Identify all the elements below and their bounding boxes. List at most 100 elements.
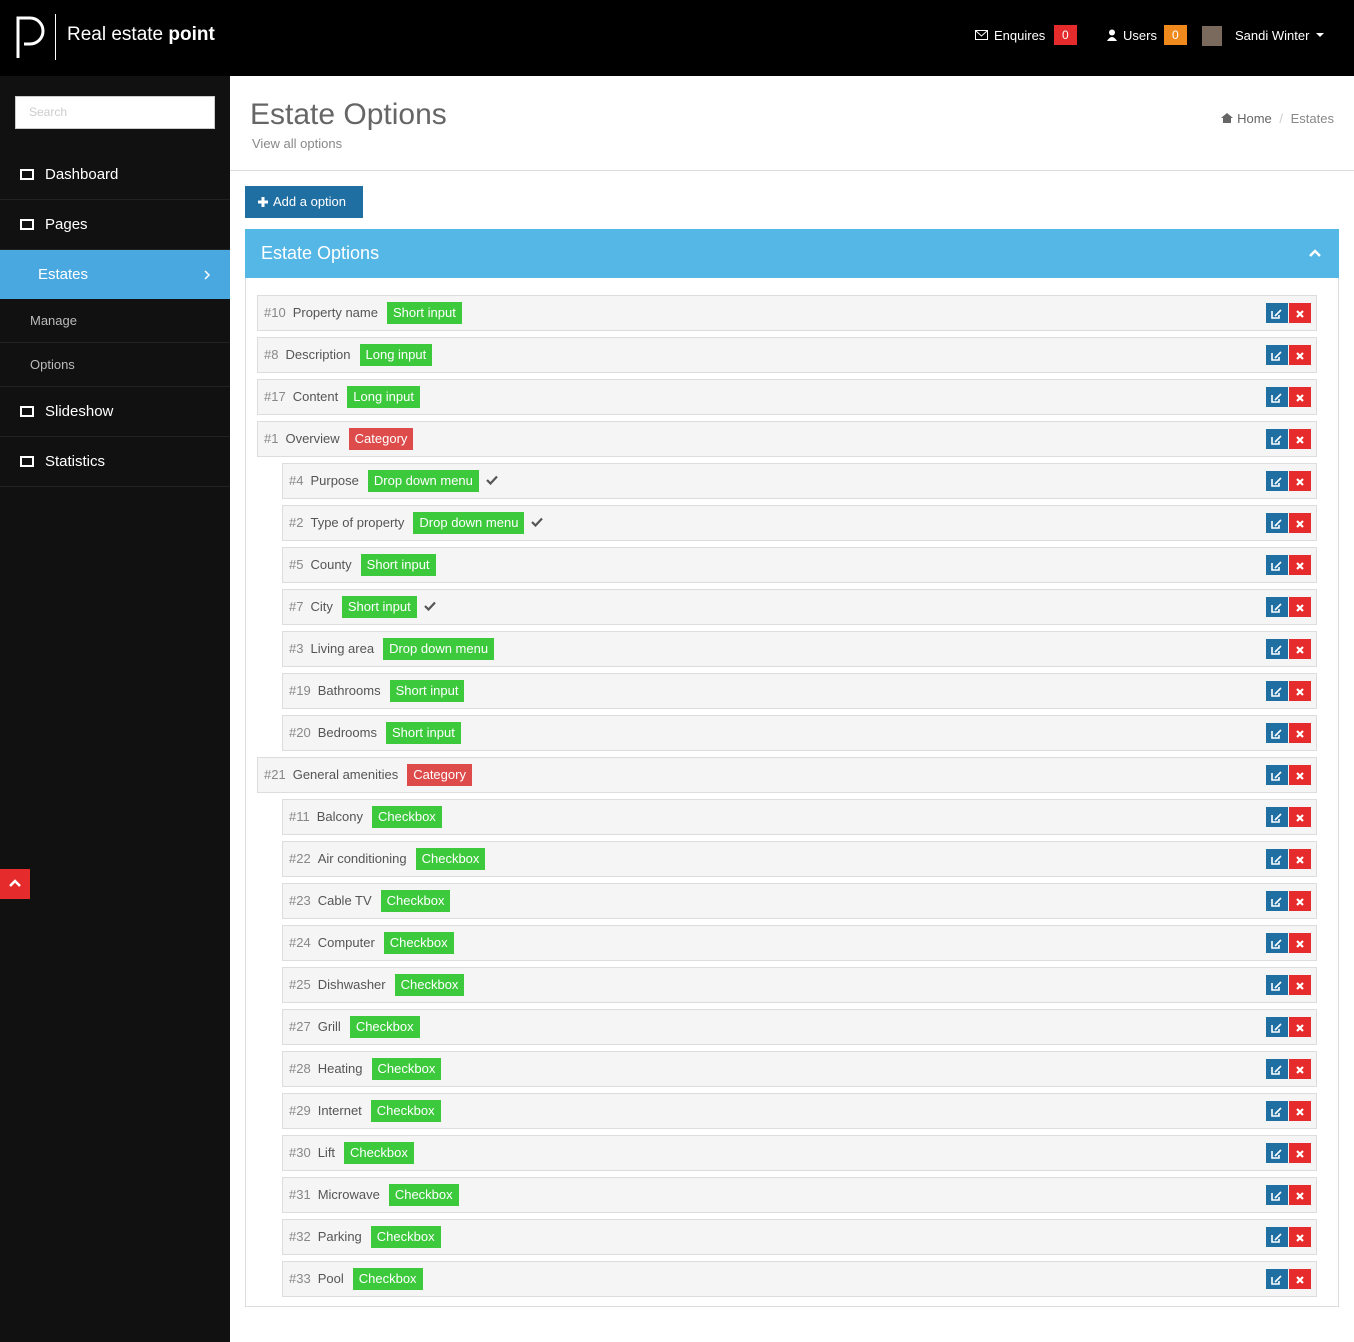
delete-button[interactable] (1289, 1227, 1311, 1247)
option-id: #25 (289, 977, 311, 992)
edit-button[interactable] (1266, 1185, 1288, 1205)
delete-shape (1296, 520, 1304, 528)
delete-button[interactable] (1289, 387, 1311, 407)
edit-shape (1271, 309, 1282, 319)
edit-button[interactable] (1266, 429, 1288, 449)
option-name: Type of property (310, 515, 405, 530)
edit-button[interactable] (1266, 1227, 1288, 1247)
edit-button[interactable] (1266, 639, 1288, 659)
delete-button[interactable] (1289, 1017, 1311, 1037)
edit-button[interactable] (1266, 891, 1288, 911)
menu-item[interactable]: Dashboard (0, 150, 230, 200)
check-icon (486, 475, 498, 486)
menu-item[interactable]: Statistics (0, 437, 230, 487)
edit-button[interactable] (1266, 1143, 1288, 1163)
edit-button[interactable] (1266, 513, 1288, 533)
option-id: #8 (264, 347, 279, 362)
delete-button[interactable] (1289, 891, 1311, 911)
delete-icon (1296, 520, 1304, 528)
delete-button[interactable] (1289, 1101, 1311, 1121)
add-option-button[interactable]: Add a option (245, 186, 363, 218)
delete-button[interactable] (1289, 471, 1311, 491)
breadcrumb-home[interactable]: Home (1237, 111, 1272, 126)
option-id: #27 (289, 1019, 311, 1034)
edit-button[interactable] (1266, 597, 1288, 617)
option-id: #1 (264, 431, 279, 446)
option-name: Parking (317, 1229, 362, 1244)
delete-button[interactable] (1289, 807, 1311, 827)
edit-button[interactable] (1266, 345, 1288, 365)
users-link[interactable]: Users (1123, 28, 1157, 43)
option-name: Bathrooms (317, 683, 381, 698)
edit-button[interactable] (1266, 723, 1288, 743)
delete-icon (1296, 1234, 1304, 1242)
delete-button[interactable] (1289, 933, 1311, 953)
edit-button[interactable] (1266, 303, 1288, 323)
menu-item[interactable]: Estates (0, 250, 230, 299)
collapse-icon[interactable] (1309, 249, 1321, 257)
edit-button[interactable] (1266, 933, 1288, 953)
edit-button[interactable] (1266, 1269, 1288, 1289)
delete-button[interactable] (1289, 639, 1311, 659)
scroll-top[interactable] (0, 869, 30, 899)
delete-shape (1296, 898, 1304, 906)
breadcrumb-current: Estates (1290, 111, 1334, 126)
delete-shape (1296, 1066, 1304, 1074)
menu-item[interactable]: Pages (0, 200, 230, 250)
option-row: #31 Microwave Checkbox (282, 1177, 1317, 1213)
delete-shape (1296, 940, 1304, 948)
delete-icon (1296, 856, 1304, 864)
edit-shape (1271, 561, 1282, 571)
option-type: Checkbox (380, 890, 451, 912)
enquires-link[interactable]: Enquires (994, 28, 1046, 43)
edit-shape (1271, 1149, 1282, 1159)
search-input[interactable]: Search (15, 96, 215, 129)
panel: Estate Options #10 Property name Short inp… (245, 229, 1339, 1307)
delete-button[interactable] (1289, 975, 1311, 995)
edit-button[interactable] (1266, 471, 1288, 491)
delete-button[interactable] (1289, 345, 1311, 365)
submenu-item[interactable]: Options (0, 343, 230, 387)
edit-button[interactable] (1266, 555, 1288, 575)
menu-item[interactable]: Slideshow (0, 387, 230, 437)
delete-button[interactable] (1289, 765, 1311, 785)
delete-button[interactable] (1289, 849, 1311, 869)
edit-icon (1271, 645, 1282, 655)
edit-button[interactable] (1266, 765, 1288, 785)
option-type: Checkbox (370, 1226, 441, 1248)
option-id: #30 (289, 1145, 311, 1160)
edit-button[interactable] (1266, 807, 1288, 827)
edit-button[interactable] (1266, 975, 1288, 995)
option-row: #29 Internet Checkbox (282, 1093, 1317, 1129)
delete-button[interactable] (1289, 597, 1311, 617)
delete-button[interactable] (1289, 1143, 1311, 1163)
delete-button[interactable] (1289, 1059, 1311, 1079)
menu-label: Statistics (45, 453, 106, 470)
delete-button[interactable] (1289, 303, 1311, 323)
menu-label: Pages (45, 216, 88, 233)
option-id: #3 (289, 641, 304, 656)
edit-button[interactable] (1266, 1017, 1288, 1037)
option-id: #29 (289, 1103, 311, 1118)
delete-button[interactable] (1289, 681, 1311, 701)
edit-button[interactable] (1266, 1101, 1288, 1121)
edit-shape (1271, 897, 1282, 907)
delete-shape (1296, 730, 1304, 738)
delete-shape (1296, 436, 1304, 444)
breadcrumb-separator: / (1279, 111, 1284, 126)
edit-button[interactable] (1266, 387, 1288, 407)
user-menu[interactable]: Sandi Winter (1235, 28, 1310, 43)
delete-button[interactable] (1289, 1269, 1311, 1289)
delete-button[interactable] (1289, 723, 1311, 743)
delete-button[interactable] (1289, 513, 1311, 533)
delete-button[interactable] (1289, 429, 1311, 449)
edit-button[interactable] (1266, 1059, 1288, 1079)
edit-button[interactable] (1266, 849, 1288, 869)
submenu-item[interactable]: Manage (0, 299, 230, 343)
page-title: Estate Options (250, 98, 447, 131)
delete-button[interactable] (1289, 1185, 1311, 1205)
delete-button[interactable] (1289, 555, 1311, 575)
edit-button[interactable] (1266, 681, 1288, 701)
